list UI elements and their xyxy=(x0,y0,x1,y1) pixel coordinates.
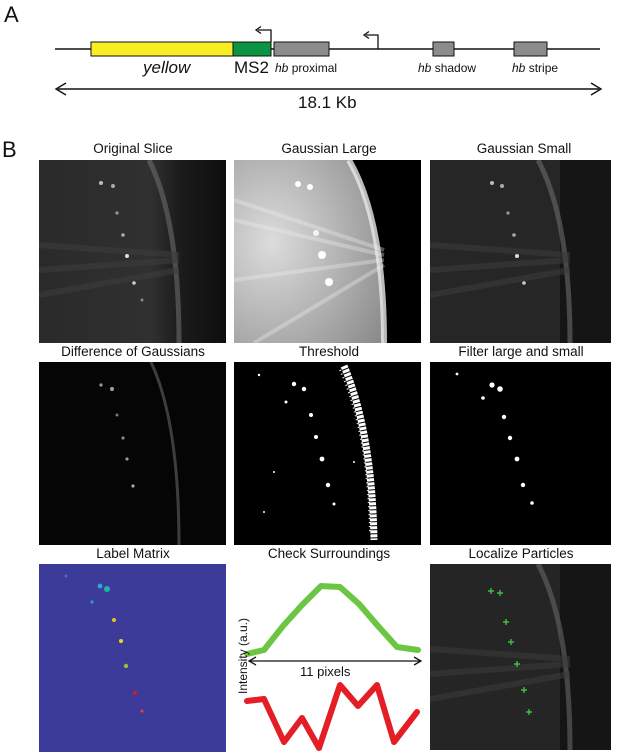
ms2-box xyxy=(232,41,272,57)
bad-particle-profile xyxy=(244,682,420,751)
title-gaussian-large: Gaussian Large xyxy=(281,141,377,156)
good-particle-profile xyxy=(244,583,421,657)
hb-proximal-label: hb proximal xyxy=(275,61,338,75)
construct-length-label: 18.1 Kb xyxy=(298,93,357,112)
title-threshold: Threshold xyxy=(298,344,360,359)
image-difference-of-gaussians xyxy=(39,362,226,545)
hb-proximal-box xyxy=(273,41,330,57)
title-label-matrix: Label Matrix xyxy=(96,546,170,561)
yellow-gene-box xyxy=(90,41,234,57)
hb-stripe-box xyxy=(513,41,548,57)
image-filter-large-and-small xyxy=(430,362,611,545)
image-original-slice xyxy=(39,160,226,343)
image-label-matrix xyxy=(39,564,226,752)
title-localize-particles: Localize Particles xyxy=(468,546,574,561)
image-threshold xyxy=(234,362,421,545)
title-gaussian-small: Gaussian Small xyxy=(476,141,572,156)
hb-shadow-box xyxy=(432,41,455,57)
promoter-arrow-2 xyxy=(366,34,379,49)
title-check-surroundings: Check Surroundings xyxy=(267,546,391,561)
ms2-label: MS2 xyxy=(234,58,269,77)
panel-b-letter: B xyxy=(2,137,17,162)
image-gaussian-large xyxy=(234,160,421,343)
yellow-gene-label: yellow xyxy=(143,58,191,77)
panel-a-letter: A xyxy=(4,2,19,27)
promoter-arrow-1 xyxy=(258,29,272,42)
image-gaussian-small xyxy=(430,160,611,343)
check-surroundings-plot xyxy=(244,583,423,751)
hb-shadow-label: hb shadow xyxy=(418,61,477,75)
hb-stripe-label: hb stripe xyxy=(512,61,559,75)
image-localize-particles xyxy=(430,564,611,750)
intensity-axis-label: Intensity (a.u.) xyxy=(236,617,250,695)
gene-construct-diagram xyxy=(54,25,603,96)
title-filter: Filter large and small xyxy=(458,344,584,359)
title-original-slice: Original Slice xyxy=(93,141,173,156)
pixel-span-label: 11 pixels xyxy=(300,664,351,679)
title-difference-of-gaussians: Difference of Gaussians xyxy=(61,344,205,359)
